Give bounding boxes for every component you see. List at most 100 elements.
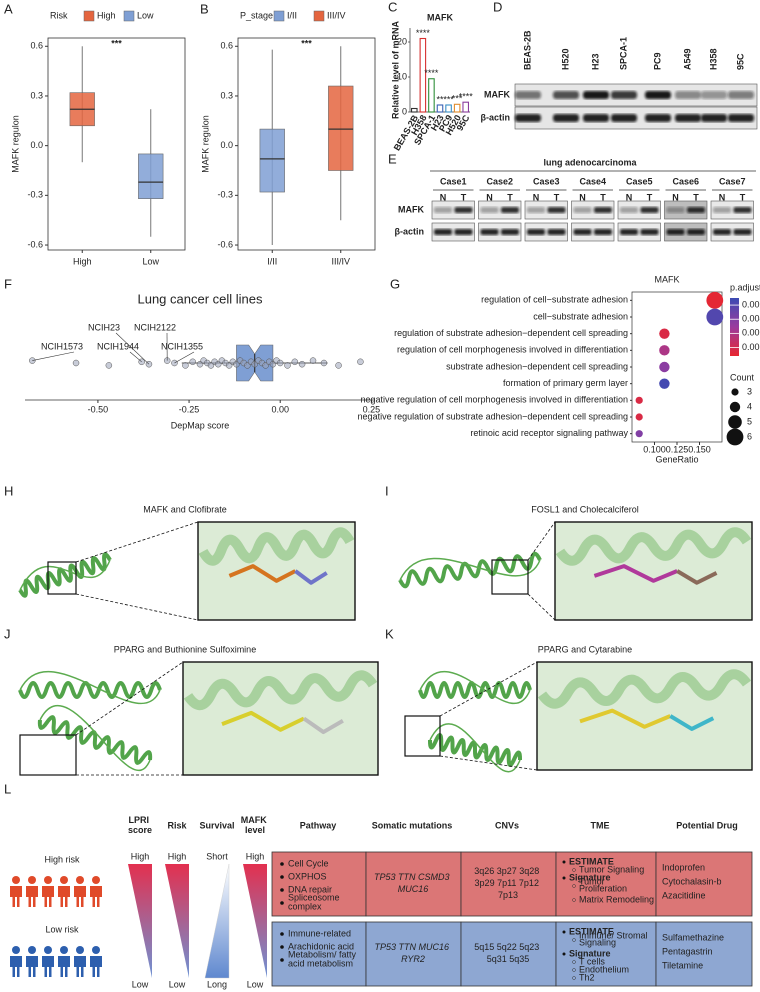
significance: *** [443,94,454,104]
lane-label: H358 [708,48,718,70]
person-head [76,876,84,884]
person-body [42,886,54,907]
point [357,358,364,366]
box [259,128,285,193]
size-key [729,401,741,413]
legend-title: p.adjust [730,282,760,292]
cell [365,851,462,917]
drug: Tiletamine [662,960,703,970]
x-tick-label: III/IV [331,256,350,266]
band [620,229,639,235]
tme-item: Endothelium [579,964,629,974]
band [583,91,609,99]
bar [445,104,452,113]
y-tick-label: 0.0 [30,140,43,150]
bullet [280,932,284,936]
zoom-line [75,593,199,621]
column-header: Potential Drug [676,820,738,830]
person-head [12,876,20,884]
legend-swatch [273,10,285,22]
y-tick-label: regulation of substrate adhesion−depende… [394,328,628,338]
band [666,207,685,213]
dot [635,396,643,404]
trend-glyph [128,864,152,978]
lane-label: T [461,192,467,202]
person-head [60,946,68,954]
person-head [44,876,52,884]
protein-loop [19,670,161,705]
significance: **** [416,28,431,38]
band [500,229,519,235]
protein-helix [418,681,532,699]
zoom-line [439,661,538,717]
zoom-line [75,661,184,736]
blot-strip [571,200,615,220]
pathway-item: DNA repair [288,884,332,894]
panel-label: E [388,151,397,166]
band [728,91,754,99]
pathway-item: OXPHOS [288,871,327,881]
column-header: Risk [167,820,187,830]
lane-label: T [740,192,746,202]
case-label: Case5 [626,176,653,186]
person-head [28,876,36,884]
band [728,114,754,122]
legend-label: III/IV [327,10,346,20]
x-tick-label: -0.25 [179,404,200,414]
case-label: Case7 [719,176,746,186]
tme-item: Matrix Remodeling [579,894,654,904]
panel-label: I [385,483,389,498]
band [454,229,473,235]
point-label: NCIH2122 [134,322,176,332]
point [298,360,306,368]
trend-label: Long [207,979,227,989]
lane-label: N [672,192,679,202]
trend-label: High [168,851,187,861]
sub-bullet [572,960,576,964]
size-label: 5 [747,416,752,426]
cell [271,921,367,987]
lane-label: N [579,192,586,202]
colorbar [730,298,739,356]
panel-label: B [200,1,209,16]
protein-loop [429,723,521,773]
lane-label: 95C [735,53,745,70]
protein-helix [398,551,542,589]
lane-label: T [507,192,513,202]
trend-glyph [204,863,230,979]
point-label: NCIH1573 [41,341,83,351]
band [611,91,637,99]
x-tick-label: 0.125 [666,444,689,454]
point [105,362,113,369]
blot-strip [617,222,661,242]
cell [460,851,557,917]
zoom-box [491,559,529,595]
x-tick-label: High [73,256,92,266]
label-leader [32,351,75,361]
ligand [302,716,344,735]
bullet [280,888,284,892]
band [701,114,727,122]
y-tick-label: -0.6 [27,239,43,249]
y-tick-label: regulation of cell morphogenesis involve… [397,345,628,355]
x-tick-label: 0.25 [363,404,381,414]
box [138,153,164,199]
legend-swatch [313,10,325,22]
zoom-line [75,521,199,563]
trend-label: Low [132,979,149,989]
case-label: Case3 [533,176,560,186]
docking-title: MAFK and Clofibrate [143,504,227,514]
trend-glyph [165,864,189,978]
point-label: NCIH1355 [161,341,203,351]
person-head [12,946,20,954]
band [733,207,752,213]
group-label: Low risk [45,924,79,934]
protein-loop [39,704,151,771]
inset-helix [537,669,752,709]
inset-helix [198,527,355,566]
y-tick-label: formation of primary germ layer [503,378,628,388]
band [645,114,671,122]
ligand [676,569,718,585]
trend-label: Short [206,851,228,861]
